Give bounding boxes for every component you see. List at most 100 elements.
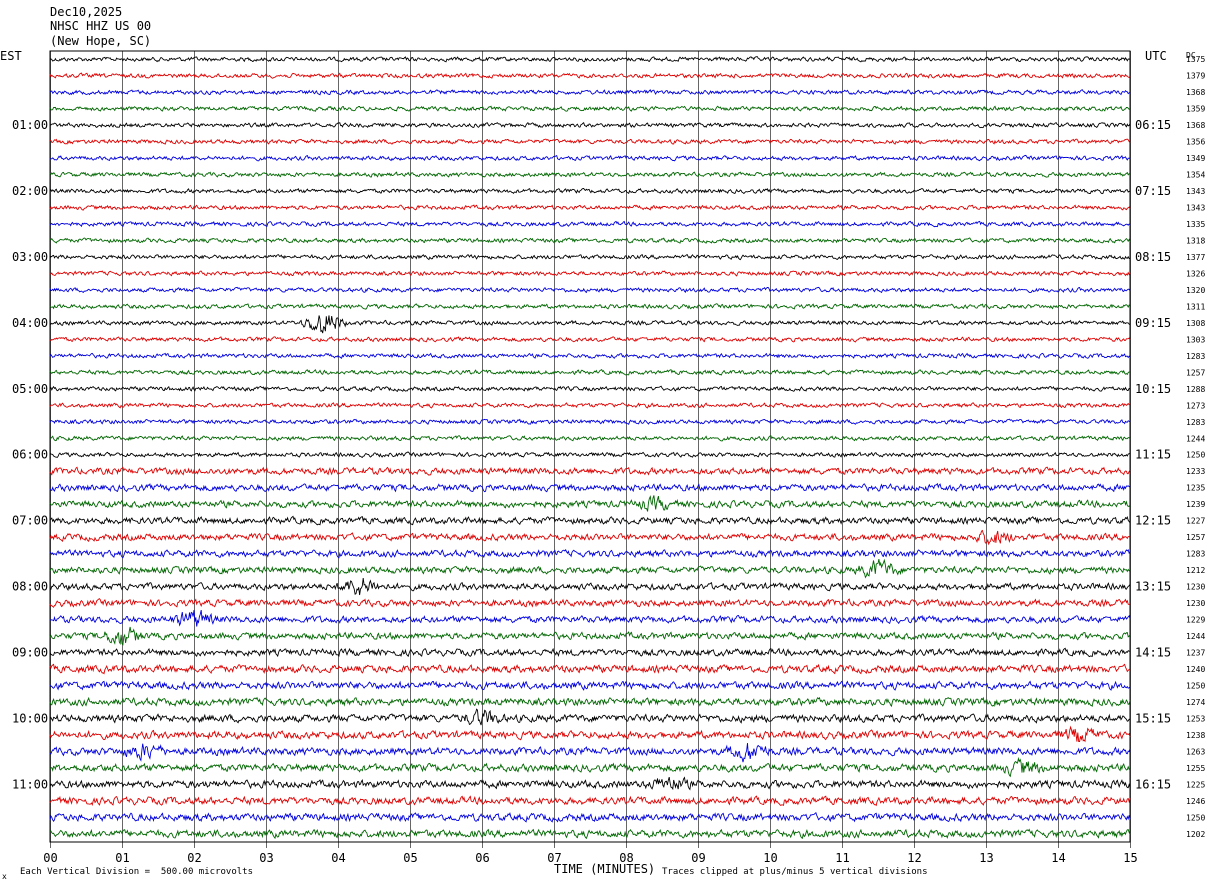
trace-row bbox=[49, 451, 1131, 459]
trace-row bbox=[49, 352, 1131, 359]
x-axis-title: TIME (MINUTES) bbox=[554, 862, 656, 876]
x-tick-label: 10 bbox=[763, 851, 777, 865]
trace-row bbox=[49, 187, 1131, 195]
dc-offset-label: 1237 bbox=[1186, 648, 1205, 657]
dc-offset-label: 1257 bbox=[1186, 533, 1205, 542]
trace-row bbox=[49, 696, 1131, 708]
dc-offset-label: 1230 bbox=[1186, 583, 1205, 592]
x-tick-label: 05 bbox=[403, 851, 417, 865]
trace-row bbox=[49, 56, 1131, 63]
dc-offset-label: 1303 bbox=[1186, 335, 1205, 344]
x-tick-label: 13 bbox=[979, 851, 993, 865]
trace-row bbox=[49, 548, 1131, 559]
trace-row bbox=[49, 220, 1131, 228]
dc-offset-label: 1239 bbox=[1186, 500, 1205, 509]
dc-offset-label: 1359 bbox=[1186, 105, 1205, 114]
trace-row bbox=[49, 647, 1131, 658]
dc-offset-label: 1368 bbox=[1186, 121, 1205, 130]
x-tick-label: 00 bbox=[43, 851, 57, 865]
trace-row bbox=[49, 828, 1131, 840]
trace-row bbox=[49, 105, 1131, 112]
trace-row bbox=[49, 725, 1131, 743]
dc-offset-label: 1225 bbox=[1186, 780, 1205, 789]
dc-offset-label: 1349 bbox=[1186, 154, 1205, 163]
left-timezone-label: EST bbox=[0, 49, 22, 63]
trace-row bbox=[49, 756, 1131, 778]
trace-row bbox=[49, 663, 1131, 675]
trace-row bbox=[49, 435, 1131, 442]
trace-row bbox=[49, 286, 1131, 294]
dc-offset-label: 1343 bbox=[1186, 187, 1205, 196]
trace-row bbox=[49, 72, 1131, 79]
right-hour-label: 16:15 bbox=[1135, 777, 1171, 791]
dc-offset-label: 1311 bbox=[1186, 302, 1205, 311]
dc-offset-label: 1250 bbox=[1186, 813, 1205, 822]
left-hour-label: 08:00 bbox=[12, 580, 48, 594]
trace-row bbox=[49, 795, 1131, 807]
trace-row bbox=[49, 237, 1131, 244]
x-tick-label: 15 bbox=[1123, 851, 1137, 865]
dc-offset-label: 1354 bbox=[1186, 171, 1205, 180]
scale-note: Each Vertical Division = 500.00 microvol… bbox=[20, 867, 253, 877]
dc-offset-label: 1238 bbox=[1186, 731, 1205, 740]
trace-row bbox=[49, 578, 1131, 596]
right-hour-label: 06:15 bbox=[1135, 118, 1171, 132]
left-hour-label: 03:00 bbox=[12, 250, 48, 264]
trace-row bbox=[49, 776, 1131, 791]
left-hour-label: 06:00 bbox=[12, 448, 48, 462]
dc-offset-label: 1283 bbox=[1186, 352, 1205, 361]
x-tick-label: 03 bbox=[259, 851, 273, 865]
trace-row bbox=[49, 402, 1131, 409]
right-hour-label: 11:15 bbox=[1135, 448, 1171, 462]
x-tick-label: 09 bbox=[691, 851, 705, 865]
trace-row bbox=[49, 482, 1131, 493]
dc-offset-label: 1379 bbox=[1186, 72, 1205, 81]
right-hour-label: 14:15 bbox=[1135, 645, 1171, 659]
dc-offset-label: 1235 bbox=[1186, 484, 1205, 493]
dc-offset-label: 1318 bbox=[1186, 237, 1205, 246]
x-tick-label: 04 bbox=[331, 851, 345, 865]
station-label: NHSC HHZ US 00 bbox=[50, 19, 152, 33]
dc-offset-label: 1283 bbox=[1186, 550, 1205, 559]
dc-offset-label: 1263 bbox=[1186, 747, 1205, 756]
clip-note: Traces clipped at plus/minus 5 vertical … bbox=[662, 867, 928, 877]
dc-offset-label: 1202 bbox=[1186, 830, 1205, 839]
dc-offset-label: 1375 bbox=[1186, 55, 1205, 64]
dc-offset-label: 1255 bbox=[1186, 764, 1205, 773]
x-tick-label: 02 bbox=[187, 851, 201, 865]
dc-offset-label: 1240 bbox=[1186, 665, 1205, 674]
dc-offset-label: 1356 bbox=[1186, 138, 1205, 147]
right-hour-label: 10:15 bbox=[1135, 382, 1171, 396]
right-hour-label: 08:15 bbox=[1135, 250, 1171, 264]
trace-row bbox=[49, 558, 1131, 579]
dc-offset-label: 1343 bbox=[1186, 204, 1205, 213]
x-tick-label: 07 bbox=[547, 851, 561, 865]
dc-offset-label: 1253 bbox=[1186, 714, 1205, 723]
trace-row bbox=[49, 529, 1131, 546]
trace-row bbox=[49, 315, 1131, 334]
dc-offset-label: 1250 bbox=[1186, 451, 1205, 460]
trace-row bbox=[49, 466, 1131, 476]
dc-offset-label: 1274 bbox=[1186, 698, 1205, 707]
dc-offset-label: 1233 bbox=[1186, 467, 1205, 476]
x-tick-label: 12 bbox=[907, 851, 921, 865]
left-hour-label: 02:00 bbox=[12, 184, 48, 198]
trace-row bbox=[49, 626, 1131, 646]
dc-offset-label: 1250 bbox=[1186, 681, 1205, 690]
left-hour-label: 04:00 bbox=[12, 316, 48, 330]
trace-row bbox=[49, 811, 1131, 823]
x-tick-label: 08 bbox=[619, 851, 633, 865]
dc-offset-header: DC bbox=[1186, 51, 1196, 60]
trace-row bbox=[49, 171, 1131, 178]
trace-row bbox=[49, 89, 1131, 96]
trace-row bbox=[49, 610, 1131, 627]
left-hour-label: 01:00 bbox=[12, 118, 48, 132]
dc-offset-label: 1320 bbox=[1186, 286, 1205, 295]
plot-frame bbox=[49, 50, 1131, 843]
dc-offset-label: 1335 bbox=[1186, 220, 1205, 229]
location-label: (New Hope, SC) bbox=[50, 34, 152, 48]
dc-offset-label: 1230 bbox=[1186, 599, 1205, 608]
trace-row bbox=[49, 743, 1131, 763]
dc-offset-label: 1229 bbox=[1186, 616, 1205, 625]
